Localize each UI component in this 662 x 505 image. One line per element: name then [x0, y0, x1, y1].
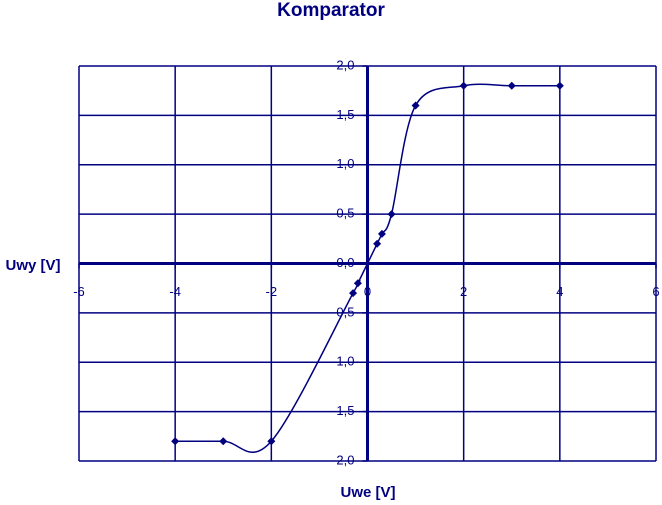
y-tick-label: 0,5 [336, 206, 354, 221]
marker [219, 437, 228, 446]
x-tick-label: -6 [73, 284, 85, 299]
marker [459, 81, 468, 90]
marker [377, 229, 386, 238]
x-axis-title: Uwe [V] [340, 484, 395, 501]
y-tick-label: 2,0 [336, 57, 354, 72]
marker [373, 239, 382, 248]
chart-title: Komparator [277, 0, 385, 21]
marker [387, 210, 396, 219]
y-tick-label: 1,5 [336, 107, 354, 122]
marker [349, 289, 358, 298]
x-tick-label: 6 [652, 284, 659, 299]
marker [555, 81, 564, 90]
y-tick-label: 1,0 [336, 156, 354, 171]
y-tick-label: -1,5 [332, 403, 354, 418]
y-axis-title: Uwy [V] [5, 257, 60, 274]
x-tick-label: 2 [460, 284, 467, 299]
marker [411, 101, 420, 110]
marker [507, 81, 516, 90]
marker [267, 437, 276, 446]
y-tick-label: -1,0 [332, 354, 354, 369]
marker [353, 279, 362, 288]
y-tick-label: -2,0 [332, 452, 354, 467]
x-tick-label: -2 [266, 284, 278, 299]
x-tick-label: 4 [556, 284, 563, 299]
x-tick-label: -4 [169, 284, 181, 299]
marker [171, 437, 180, 446]
